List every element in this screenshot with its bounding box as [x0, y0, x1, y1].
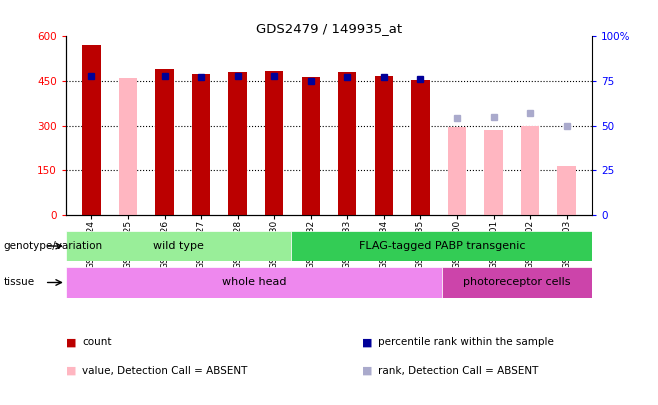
Title: GDS2479 / 149935_at: GDS2479 / 149935_at — [256, 22, 402, 35]
Bar — [291, 231, 592, 261]
Text: count: count — [82, 337, 112, 347]
Bar — [265, 72, 284, 215]
Text: whole head: whole head — [222, 277, 286, 288]
Bar — [374, 76, 393, 215]
Bar — [411, 79, 430, 215]
Text: tissue: tissue — [3, 277, 34, 287]
Text: ■: ■ — [66, 366, 76, 375]
Text: value, Detection Call = ABSENT: value, Detection Call = ABSENT — [82, 366, 247, 375]
Text: FLAG-tagged PABP transgenic: FLAG-tagged PABP transgenic — [359, 241, 525, 251]
Bar — [484, 130, 503, 215]
Bar — [521, 126, 539, 215]
Text: wild type: wild type — [153, 241, 204, 251]
Bar — [66, 267, 442, 298]
Bar — [228, 72, 247, 215]
Text: ■: ■ — [66, 337, 76, 347]
Bar — [66, 231, 291, 261]
Text: ■: ■ — [362, 366, 372, 375]
Text: genotype/variation: genotype/variation — [3, 241, 103, 251]
Bar — [448, 127, 466, 215]
Text: photoreceptor cells: photoreceptor cells — [463, 277, 570, 288]
Text: ■: ■ — [362, 337, 372, 347]
Bar — [155, 69, 174, 215]
Bar — [82, 45, 101, 215]
Bar — [119, 78, 137, 215]
Bar — [301, 77, 320, 215]
Bar — [442, 267, 592, 298]
Text: percentile rank within the sample: percentile rank within the sample — [378, 337, 554, 347]
Bar — [557, 166, 576, 215]
Text: rank, Detection Call = ABSENT: rank, Detection Call = ABSENT — [378, 366, 539, 375]
Bar — [338, 72, 357, 215]
Bar — [192, 74, 210, 215]
